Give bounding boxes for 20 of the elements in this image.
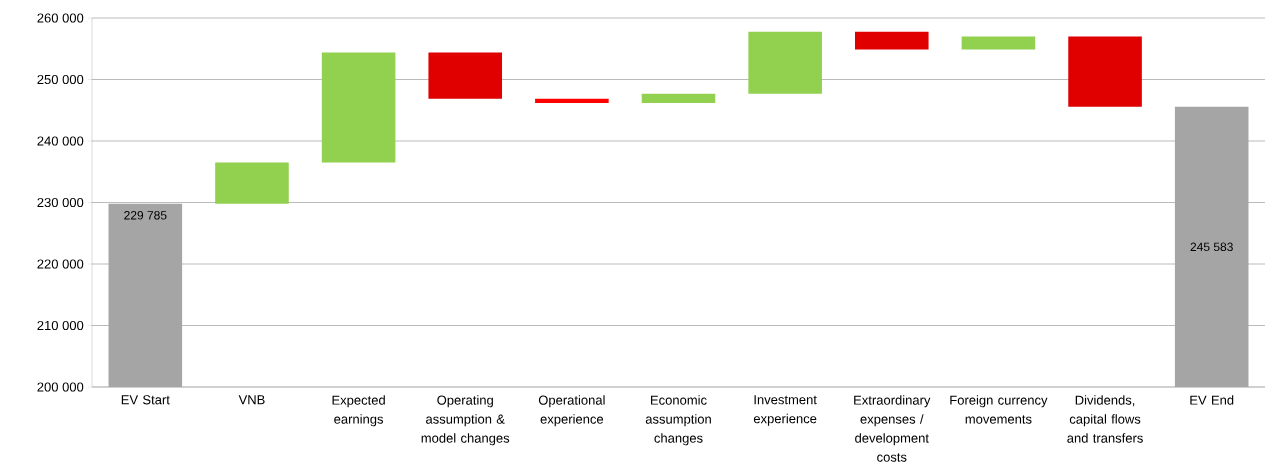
x-tick-label: Operating assumption & model changes: [421, 395, 510, 446]
x-tick-label: Extraordinary expenses / development costs: [854, 395, 931, 462]
x-tick-label: Dividends, capital flows and transfers: [1067, 395, 1143, 443]
x-tick-label: Investment experience: [753, 395, 817, 426]
y-tick-label: 250 000: [37, 74, 84, 85]
x-tick-label: EV Start: [121, 395, 170, 405]
y-tick-label: 240 000: [37, 136, 84, 146]
x-tick-label: VNB: [238, 395, 265, 405]
y-tick-label: 200 000: [37, 382, 84, 392]
y-tick-label: 260 000: [37, 13, 84, 23]
x-tick-label: EV End: [1190, 395, 1234, 405]
data-label: 245 583: [1190, 242, 1233, 252]
y-tick-label: 230 000: [37, 197, 84, 208]
x-tick-label: Expected earnings: [332, 395, 385, 427]
x-tick-label: Economic assumption changes: [645, 395, 711, 446]
x-tick-label: Operational experience: [538, 395, 605, 427]
y-tick-label: 210 000: [37, 320, 84, 331]
y-tick-label: 220 000: [37, 259, 84, 269]
data-label: 229 785: [124, 211, 167, 220]
x-tick-label: Foreign currency movements: [950, 395, 1048, 424]
